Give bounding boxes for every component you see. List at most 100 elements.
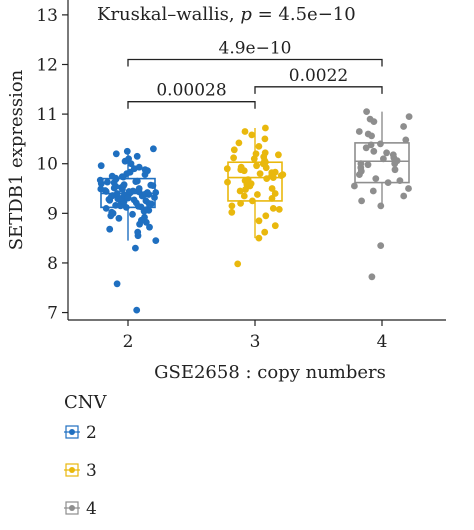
x-tick-label: 4 (377, 332, 388, 352)
significance-bracket: 0.0022 (254, 66, 383, 94)
legend-label: 3 (86, 461, 97, 481)
data-point (383, 149, 390, 157)
box-group-4 (351, 108, 413, 281)
data-point (97, 185, 105, 193)
data-point (249, 197, 256, 205)
data-point (402, 136, 410, 144)
legend-key-dot (69, 467, 75, 473)
data-point (132, 178, 140, 186)
data-point (261, 228, 269, 236)
data-point (124, 194, 131, 202)
data-point (120, 181, 128, 189)
data-point (228, 202, 236, 210)
data-point (122, 204, 130, 211)
data-point (112, 150, 120, 158)
data-point (396, 177, 404, 185)
data-point (134, 228, 142, 236)
y-tick-label: 12 (36, 55, 58, 75)
data-point (146, 223, 153, 231)
legend-key-dot (69, 429, 75, 435)
data-point (235, 139, 243, 147)
kruskal-wallis-annotation: Kruskal–wallis, p = 4.5e−10 (97, 4, 356, 25)
data-point (112, 183, 120, 190)
data-point (237, 200, 245, 207)
data-point (377, 202, 385, 210)
data-point (133, 306, 141, 314)
data-point (113, 190, 121, 197)
data-point (268, 195, 276, 202)
data-point (237, 166, 245, 174)
data-point (275, 206, 283, 213)
data-point (143, 206, 151, 213)
data-point (108, 208, 116, 216)
data-point (262, 212, 270, 220)
data-point (125, 188, 133, 195)
data-point (135, 185, 143, 192)
data-point (152, 237, 160, 245)
data-point (223, 165, 231, 173)
data-point (275, 151, 282, 159)
legend-item-4: 4 (64, 499, 97, 519)
significance-bracket: 4.9e−10 (127, 39, 383, 67)
data-point (277, 172, 285, 180)
data-point (104, 178, 111, 186)
data-point (142, 197, 150, 205)
data-point (152, 189, 160, 196)
data-point (255, 143, 263, 150)
data-point (253, 162, 260, 170)
data-point (230, 146, 238, 154)
data-point (107, 193, 115, 200)
data-point (125, 155, 132, 163)
data-point (141, 191, 148, 198)
data-point (230, 154, 238, 162)
data-point (255, 234, 263, 242)
bracket-line (127, 58, 383, 67)
data-point (141, 166, 149, 174)
data-point (370, 147, 378, 155)
legend-title: CNV (64, 392, 108, 413)
data-point (369, 187, 377, 195)
data-point (389, 151, 397, 159)
data-point (364, 161, 372, 169)
data-point (372, 175, 380, 183)
data-point (377, 140, 384, 148)
data-point (113, 280, 121, 288)
data-point (224, 178, 231, 186)
data-point (261, 135, 269, 143)
legend-key-dot (69, 505, 75, 511)
y-tick-label: 10 (36, 155, 58, 175)
data-point (135, 203, 142, 210)
data-point (400, 123, 407, 130)
y-tick-label: 9 (47, 204, 58, 224)
data-point (384, 179, 392, 187)
data-point (261, 149, 269, 157)
data-point (228, 208, 236, 216)
data-point (108, 172, 116, 180)
data-point (241, 128, 249, 135)
y-axis-title: SETDB1 expression (6, 69, 27, 250)
data-point (366, 115, 374, 123)
data-point (351, 182, 358, 190)
data-point (400, 192, 408, 200)
legend-label: 4 (86, 499, 97, 519)
bracket-label: 0.0022 (289, 66, 348, 86)
data-point (141, 213, 148, 221)
data-point (254, 191, 261, 198)
data-point (102, 205, 110, 212)
data-point (362, 144, 370, 152)
data-point (234, 260, 242, 268)
data-point (271, 190, 279, 197)
data-point (368, 273, 376, 281)
data-point (244, 176, 252, 184)
data-point (236, 187, 244, 195)
data-point (363, 108, 370, 115)
y-tick-label: 7 (47, 304, 58, 324)
data-point (405, 185, 412, 192)
data-point (252, 150, 260, 158)
data-point (97, 162, 105, 170)
box-group-2 (96, 145, 160, 314)
data-point (262, 164, 270, 172)
data-point (129, 210, 136, 218)
